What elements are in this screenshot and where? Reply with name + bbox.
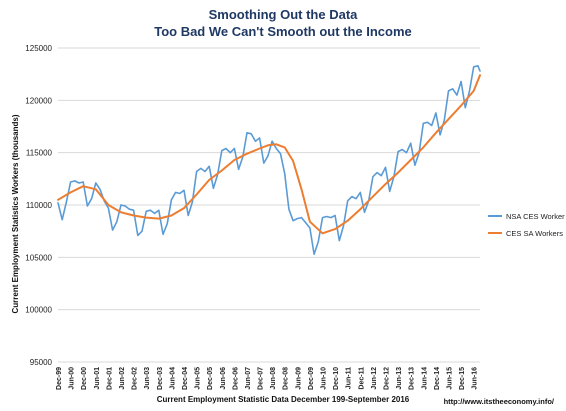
x-tick-label: Jun-09 [295,367,302,390]
y-tick-label: 100000 [25,306,52,315]
x-tick-label: Dec-11 [358,367,365,390]
x-tick-label: Jun-15 [447,367,454,390]
legend-label-nsa: NSA CES Worker [506,212,565,221]
x-tick-label: Jun-12 [371,367,378,390]
y-tick-label: 125000 [25,44,52,53]
x-tick-label: Dec-06 [232,367,239,390]
legend-label-sa: CES SA Workers [506,229,563,238]
x-tick-label: Jun-14 [421,367,428,390]
x-tick-label: Dec-10 [333,367,340,390]
legend: NSA CES Worker CES SA Workers [488,212,565,238]
y-tick-label: 95000 [30,358,53,367]
x-tick-label: Dec-01 [106,367,113,390]
series-line-nsa-ces-worker [57,65,481,255]
y-tick-label: 105000 [25,253,52,262]
x-tick-label: Dec-04 [182,367,189,390]
x-tick-label: Jun-16 [472,367,479,390]
chart-subtitle: Too Bad We Can't Smooth out the Income [154,24,412,39]
x-tick-label: Dec-03 [157,367,164,390]
y-tick-label: 110000 [26,201,53,210]
x-tick-labels: Dec-99 Jun-00 Dec-00 Jun-01 Dec-01 Jun-02 Dec-… [56,367,479,390]
x-tick-label: Dec-02 [132,367,139,390]
x-tick-label: Dec-08 [283,367,290,390]
x-tick-label: Dec-05 [207,367,214,390]
y-tick-label: 115000 [26,149,53,158]
chart-title: Smoothing Out the Data [208,7,358,22]
x-tick-label: Dec-13 [409,367,416,390]
y-axis-label: Current Employment Statistics Workers (t… [11,114,20,313]
x-tick-label: Jun-02 [119,367,126,390]
x-tick-label: Dec-15 [459,367,466,390]
x-tick-label: Dec-14 [434,367,441,390]
x-tick-label: Jun-07 [245,367,252,390]
x-tick-label: Jun-01 [94,367,101,390]
x-tick-label: Jun-08 [270,367,277,390]
x-tick-label: Dec-07 [258,367,265,390]
series-lines [57,65,481,255]
x-tick-label: Jun-13 [396,367,403,390]
source-annotation: http://www.itstheeconomy.info/ [444,397,555,406]
x-tick-label: Jun-03 [144,367,151,390]
y-tick-labels: 95000 100000 105000 110000 115000 120000 12500… [25,44,52,367]
x-tick-label: Jun-00 [69,367,76,390]
x-tick-label: Jun-11 [346,367,353,389]
gridlines [58,47,480,363]
x-tick-label: Dec-99 [56,367,63,390]
x-tick-label: Jun-10 [321,367,328,390]
x-tick-label: Jun-05 [195,367,202,390]
x-tick-label: Jun-04 [169,367,176,390]
x-tick-label: Dec-12 [384,367,391,390]
series-line-ces-sa-workers [57,74,481,235]
x-tick-label: Dec-09 [308,367,315,390]
x-tick-label: Jun-06 [220,367,227,390]
x-axis-label: Current Employment Statistic Data Decemb… [157,395,410,404]
x-tick-label: Dec-00 [81,367,88,390]
y-tick-label: 120000 [25,96,52,105]
